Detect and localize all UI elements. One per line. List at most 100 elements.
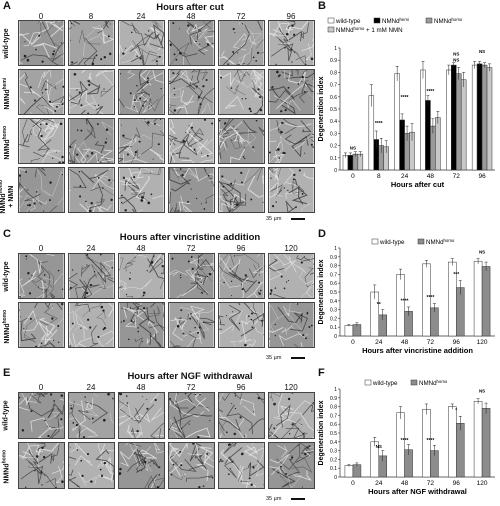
- bar: [368, 95, 375, 171]
- micrograph-image: [252, 108, 325, 170]
- panel-c-title: Hours after vincristine addition: [119, 232, 261, 243]
- column-label: 8: [88, 12, 94, 21]
- micrograph-image: [142, 64, 222, 124]
- significance-label: ****: [401, 438, 409, 444]
- x-tick-label: 8: [377, 173, 381, 180]
- bar: [481, 408, 491, 478]
- bar: [473, 260, 483, 337]
- y-tick-label: 0.5: [330, 431, 337, 437]
- micrograph-image: [118, 298, 184, 351]
- bar: [456, 423, 465, 478]
- legend-label: NMNdhomo: [419, 379, 448, 387]
- column-label: 24: [136, 12, 146, 21]
- panel-letter-d: D: [318, 228, 326, 240]
- row-label: NMNdhemi: [1, 77, 11, 110]
- x-tick-label: 72: [427, 339, 435, 346]
- panel-e-scale-bar: [291, 498, 305, 500]
- micrograph-image: [106, 16, 179, 69]
- panel-a-scale-bar: [291, 218, 305, 220]
- y-axis-label: Degeneration index: [318, 259, 325, 324]
- column-label: 72: [186, 383, 196, 392]
- micrograph-image: [34, 436, 132, 494]
- x-tick-label: 24: [401, 173, 409, 180]
- significance-label: **: [377, 302, 381, 308]
- y-tick-label: 0.4: [330, 440, 337, 446]
- y-tick-label: 0.2: [330, 457, 337, 463]
- column-label: 96: [236, 244, 246, 253]
- y-tick-label: 0.1: [330, 156, 337, 162]
- micrograph-image: [16, 241, 78, 323]
- y-tick-label: 0.2: [330, 144, 337, 150]
- y-tick-label: 0.3: [330, 449, 337, 455]
- micrograph-image: [254, 386, 337, 464]
- significance-label: ****: [427, 89, 435, 95]
- y-tick-label: 0.4: [330, 299, 337, 305]
- micrograph-image: [39, 94, 124, 179]
- panel-letter-f: F: [318, 367, 325, 379]
- micrograph-image: [207, 110, 271, 169]
- y-tick-label: 0.7: [330, 413, 337, 419]
- micrograph-image: [56, 62, 129, 137]
- column-label: 24: [86, 383, 96, 392]
- y-tick-label: 0.6: [330, 422, 337, 428]
- y-tick-label: 0.6: [330, 95, 337, 101]
- micrograph-image: [197, 291, 269, 369]
- micrograph-image: [48, 0, 132, 78]
- bar: [456, 287, 465, 337]
- significance-label: ****: [401, 95, 409, 101]
- legend-label: wild-type: [379, 239, 405, 246]
- x-tick-label: 24: [375, 339, 383, 346]
- y-tick-label: 0.1: [330, 325, 337, 331]
- row-label: wild-type: [2, 260, 10, 292]
- micrograph-image: [0, 291, 77, 354]
- significance-label: NS: [376, 444, 382, 449]
- legend-label: wild-type: [372, 380, 398, 387]
- x-tick-label: 72: [453, 173, 461, 180]
- legend-label: NMNdhomo: [434, 17, 463, 25]
- significance-label: NS: [350, 145, 356, 150]
- significance-label: NS: [479, 49, 485, 54]
- micrograph-image: [47, 294, 132, 371]
- bar: [448, 406, 457, 478]
- bar: [471, 64, 478, 171]
- micrograph-image: [99, 151, 173, 232]
- micrograph-image: [53, 152, 137, 228]
- y-tick-label: 0.5: [330, 107, 337, 113]
- panel-a-scale-label: 35 µm: [266, 216, 282, 222]
- significance-label: ****: [375, 121, 383, 127]
- bar: [344, 325, 354, 337]
- significance-label: NS: [453, 57, 459, 62]
- column-label: 72: [236, 12, 246, 21]
- bar: [344, 465, 354, 478]
- legend-swatch: [410, 379, 418, 386]
- panel-letter-b: B: [318, 0, 326, 12]
- micrograph-image: [0, 8, 84, 74]
- bar: [435, 117, 441, 171]
- y-tick-label: 0.4: [330, 119, 337, 125]
- bar: [481, 266, 491, 337]
- row-label: wild-type: [2, 27, 10, 59]
- column-label: 24: [86, 244, 96, 253]
- micrograph-image: [205, 0, 273, 88]
- x-tick-label: 120: [477, 480, 488, 487]
- column-label: 0: [38, 244, 44, 253]
- micrograph-image: [155, 430, 231, 489]
- x-tick-label: 48: [427, 173, 435, 180]
- row-label: wild-type: [2, 400, 10, 431]
- x-tick-label: 120: [477, 339, 488, 346]
- bar: [473, 401, 483, 478]
- y-tick-label: 0: [334, 475, 337, 481]
- y-tick-label: 0.7: [330, 83, 337, 89]
- significance-label: ****: [427, 438, 435, 444]
- legend-swatch: [327, 26, 335, 33]
- bar: [396, 274, 405, 337]
- micrograph-image: [150, 4, 231, 80]
- x-tick-label: 48: [401, 339, 409, 346]
- significance-label: NS: [479, 249, 485, 254]
- micrograph-image: [90, 382, 173, 452]
- legend-label: NMNdhemi: [382, 17, 409, 25]
- micrograph-image: [148, 140, 230, 224]
- panel-a-title: Hours after cut: [156, 2, 224, 13]
- bar: [399, 119, 405, 171]
- bar: [481, 64, 488, 171]
